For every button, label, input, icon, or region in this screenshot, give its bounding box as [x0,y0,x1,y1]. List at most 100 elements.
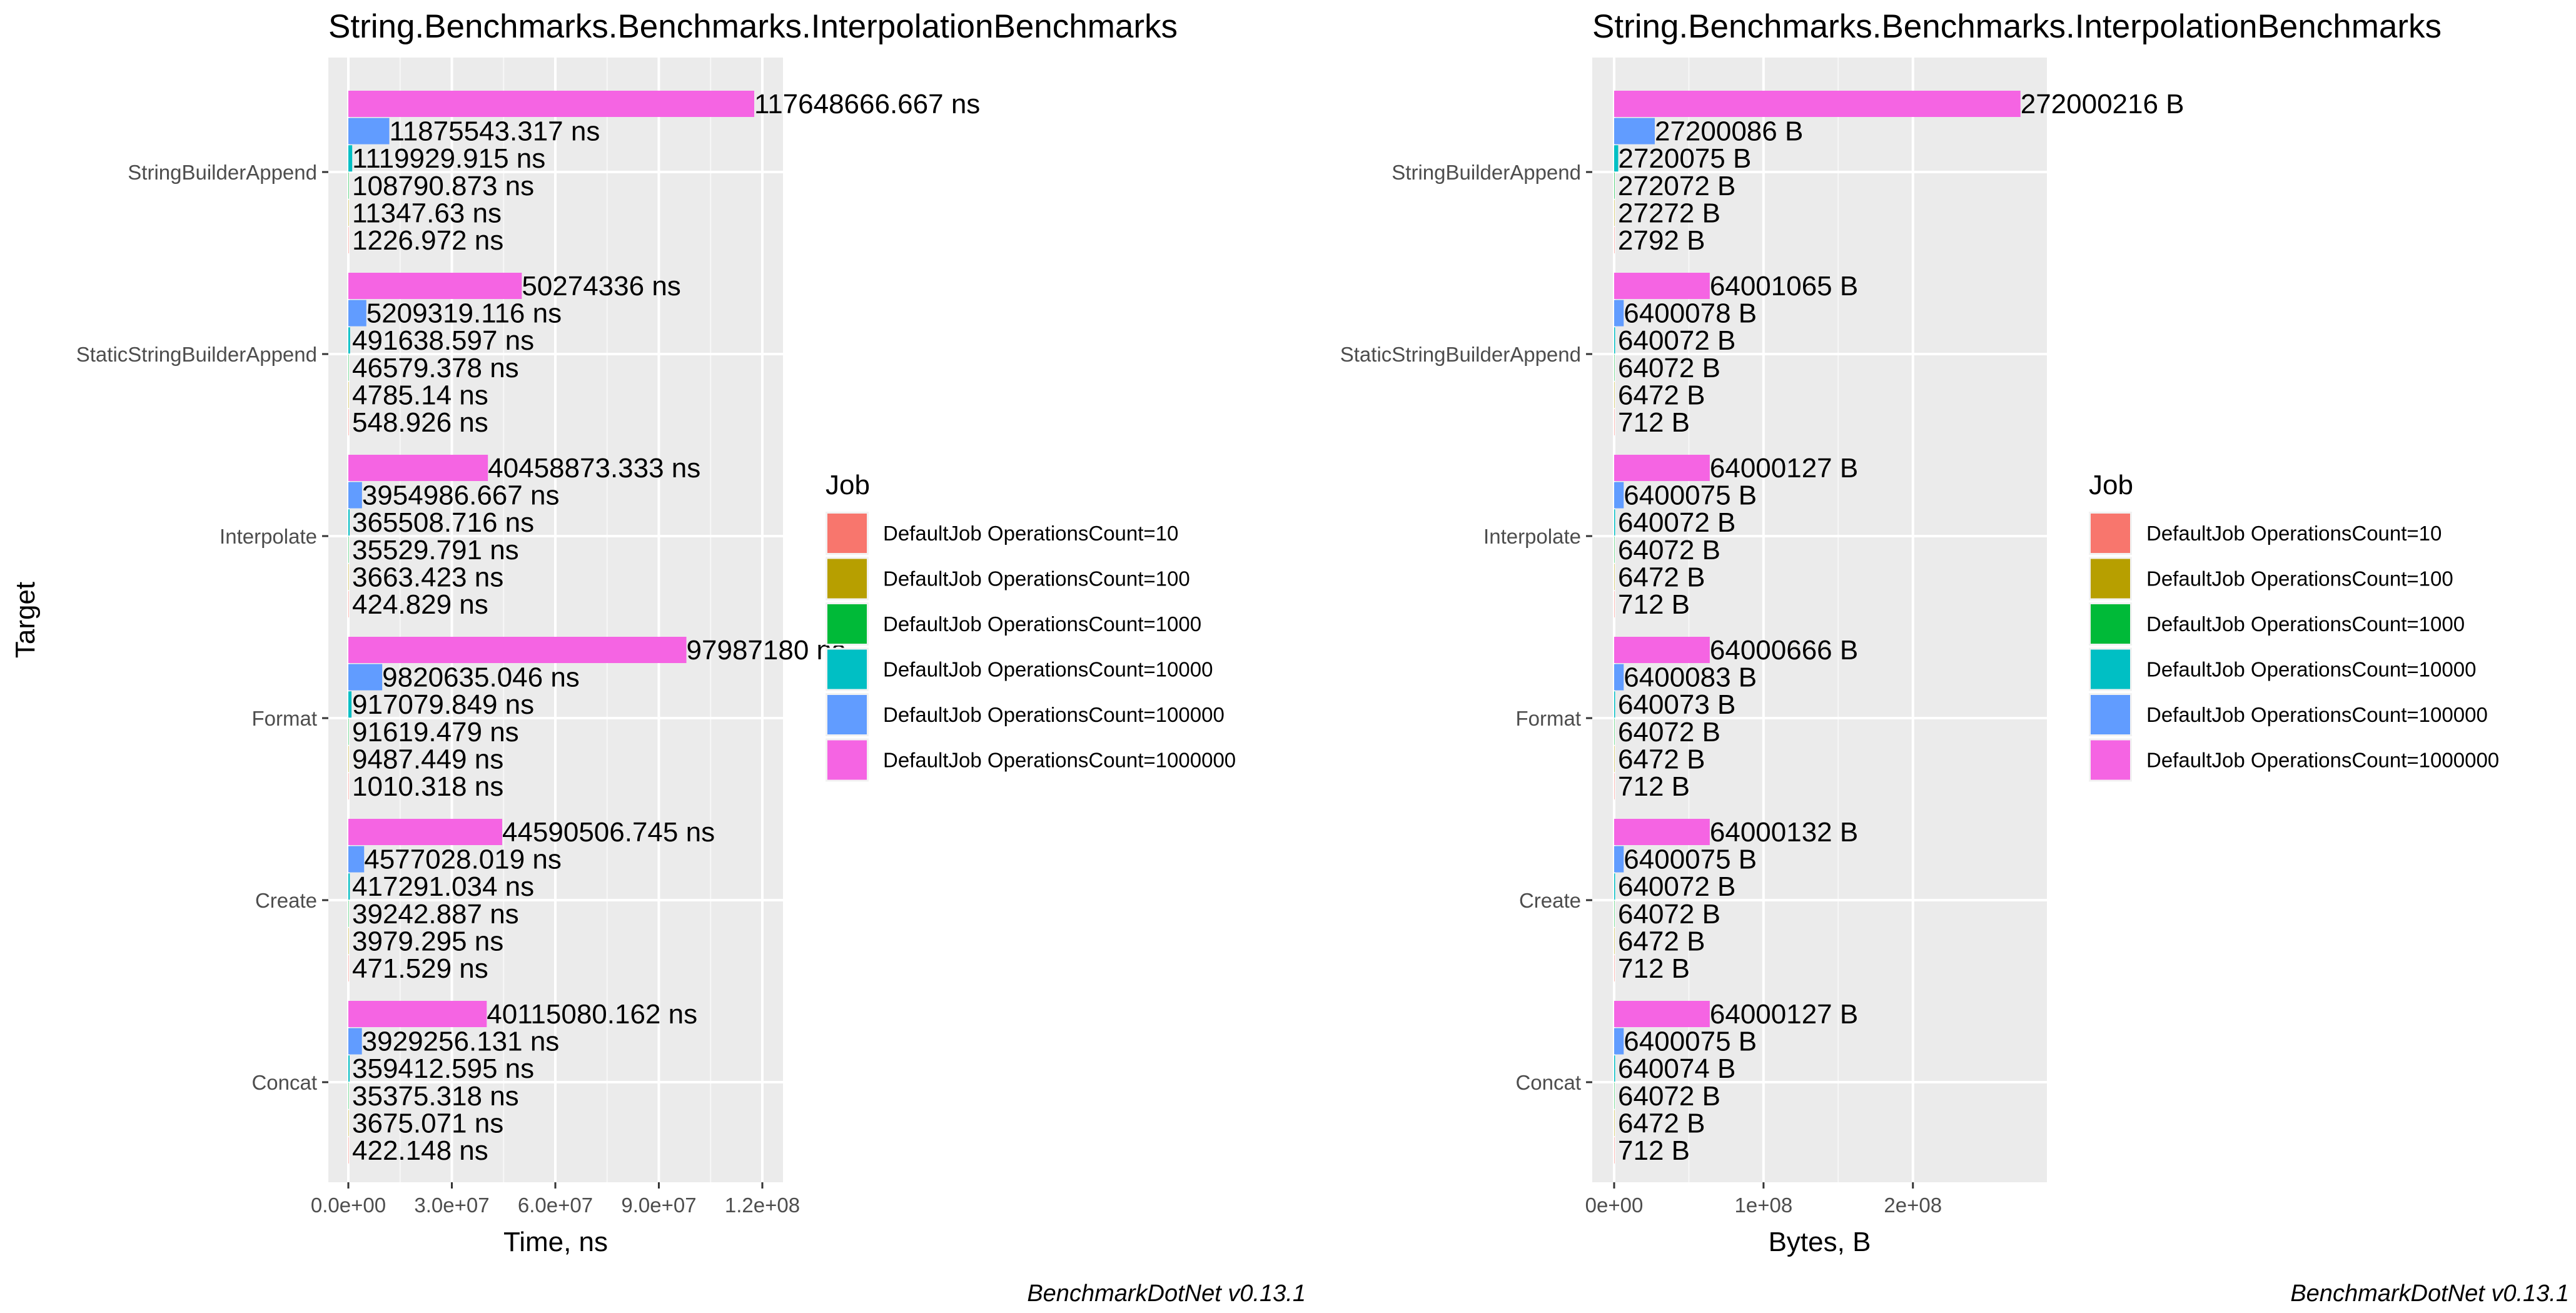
data-label: 3675.071 ns [352,1108,503,1138]
bar-create-defaultjob-operationscount-1000 [348,900,349,927]
bar-concat-defaultjob-operationscount-10 [1614,1137,1615,1163]
bar-staticstringbuilderappend-defaultjob-operationscount-1000000 [348,273,522,299]
data-label: 6472 B [1618,380,1705,410]
data-label: 27272 B [1618,198,1720,228]
bar-format-defaultjob-operationscount-10000 [348,691,352,718]
bar-stringbuilderappend-defaultjob-operationscount-10 [348,227,349,253]
data-label: 6400075 B [1624,844,1757,875]
legend-swatch-defaultjob-operationscount-100 [827,559,867,599]
bar-staticstringbuilderappend-defaultjob-operationscount-1000 [1614,354,1615,381]
bar-stringbuilderappend-defaultjob-operationscount-100000 [1614,118,1655,144]
data-label: 40115080.162 ns [487,999,697,1030]
data-label: 491638.597 ns [352,325,534,356]
legend-swatch-defaultjob-operationscount-1000000 [2091,740,2130,780]
bar-create-defaultjob-operationscount-100 [348,928,349,955]
data-label: 1119929.915 ns [352,143,545,174]
bar-create-defaultjob-operationscount-100000 [1614,846,1624,873]
chart-caption: BenchmarkDotNet v0.13.1 [2290,1280,2569,1307]
bar-concat-defaultjob-operationscount-1000000 [1614,1001,1710,1027]
data-label: 6472 B [1618,926,1705,956]
data-label: 117648666.667 ns [754,89,980,119]
legend-label: DefaultJob OperationsCount=1000 [2146,612,2465,636]
data-label: 917079.849 ns [352,689,534,720]
bar-concat-defaultjob-operationscount-100 [1614,1110,1615,1137]
data-label: 108790.873 ns [352,171,534,201]
legend-label: DefaultJob OperationsCount=100 [883,567,1190,591]
x-tick-label: 0.0e+00 [311,1194,386,1217]
data-label: 9820635.046 ns [382,662,580,693]
bar-concat-defaultjob-operationscount-1000 [348,1082,349,1109]
bar-interpolate-defaultjob-operationscount-10000 [1614,509,1615,536]
data-label: 640073 B [1618,689,1735,720]
data-label: 2720075 B [1618,143,1751,174]
chart-title: String.Benchmarks.Benchmarks.Interpolati… [1592,8,2442,45]
bar-create-defaultjob-operationscount-1000 [1614,900,1615,927]
bar-interpolate-defaultjob-operationscount-1000000 [1614,455,1710,481]
data-label: 359412.595 ns [352,1053,534,1084]
data-label: 64072 B [1618,535,1720,565]
y-tick-label: StaticStringBuilderAppend [76,343,317,366]
legend-label: DefaultJob OperationsCount=1000000 [2146,749,2499,772]
data-label: 5209319.116 ns [366,298,562,329]
data-label: 365508.716 ns [352,507,534,538]
legend-swatch-defaultjob-operationscount-10000 [2091,649,2130,689]
data-label: 712 B [1618,407,1690,438]
y-tick-label: Format [251,707,317,730]
data-label: 3979.295 ns [352,926,503,956]
data-label: 712 B [1618,953,1690,984]
legend-swatch-defaultjob-operationscount-1000 [827,604,867,644]
x-axis-title: Time, ns [503,1227,608,1257]
bar-create-defaultjob-operationscount-1000000 [1614,819,1710,845]
data-label: 64072 B [1618,717,1720,748]
data-label: 712 B [1618,1135,1690,1166]
data-label: 35529.791 ns [352,535,519,565]
data-label: 3954986.667 ns [362,480,560,511]
bar-interpolate-defaultjob-operationscount-100000 [1614,482,1624,509]
legend-swatch-defaultjob-operationscount-100000 [827,695,867,734]
x-axis-title: Bytes, B [1769,1227,1871,1257]
chart-caption: BenchmarkDotNet v0.13.1 [1027,1280,1306,1307]
y-tick-label: Interpolate [1483,525,1581,548]
data-label: 40458873.333 ns [488,453,700,484]
bar-stringbuilderappend-defaultjob-operationscount-1000000 [1614,91,2021,117]
data-label: 640072 B [1618,507,1735,538]
y-tick-label: Concat [251,1071,317,1094]
legend-label: DefaultJob OperationsCount=10 [883,522,1178,545]
bar-format-defaultjob-operationscount-100000 [1614,664,1624,691]
data-label: 64001065 B [1710,271,1858,302]
y-tick-label: Concat [1515,1071,1581,1094]
x-tick-label: 0e+00 [1585,1194,1644,1217]
bar-stringbuilderappend-defaultjob-operationscount-1000 [1614,172,1615,199]
bar-concat-defaultjob-operationscount-1000 [1614,1082,1615,1109]
y-tick-label: StringBuilderAppend [1392,161,1581,184]
data-label: 64072 B [1618,1081,1720,1112]
legend-swatch-defaultjob-operationscount-10 [827,514,867,553]
bar-concat-defaultjob-operationscount-10 [348,1137,349,1163]
data-label: 712 B [1618,771,1690,802]
bar-staticstringbuilderappend-defaultjob-operationscount-100000 [348,300,366,327]
data-label: 422.148 ns [352,1135,488,1166]
bar-format-defaultjob-operationscount-1000000 [348,637,687,663]
bar-format-defaultjob-operationscount-1000 [348,718,349,745]
y-tick-label: Create [1519,889,1581,912]
data-label: 424.829 ns [352,589,488,620]
legend-swatch-defaultjob-operationscount-1000 [2091,604,2130,644]
bar-format-defaultjob-operationscount-1000 [1614,718,1615,745]
data-label: 64000127 B [1710,453,1858,484]
data-label: 6400075 B [1624,1027,1757,1057]
legend-label: DefaultJob OperationsCount=10000 [883,658,1213,681]
data-label: 64000132 B [1710,817,1858,848]
bar-interpolate-defaultjob-operationscount-10000 [348,509,350,536]
bar-stringbuilderappend-defaultjob-operationscount-100 [1614,200,1615,226]
bar-concat-defaultjob-operationscount-10000 [348,1055,350,1082]
data-label: 9487.449 ns [352,744,503,774]
bar-interpolate-defaultjob-operationscount-100000 [348,482,362,509]
bar-interpolate-defaultjob-operationscount-10 [348,591,349,617]
y-tick-label: StaticStringBuilderAppend [1340,343,1581,366]
legend-title: Job [826,470,870,500]
data-label: 3663.423 ns [352,562,503,592]
data-label: 640072 B [1618,871,1735,902]
x-tick-label: 6.0e+07 [518,1194,593,1217]
x-tick-label: 1e+08 [1735,1194,1793,1217]
